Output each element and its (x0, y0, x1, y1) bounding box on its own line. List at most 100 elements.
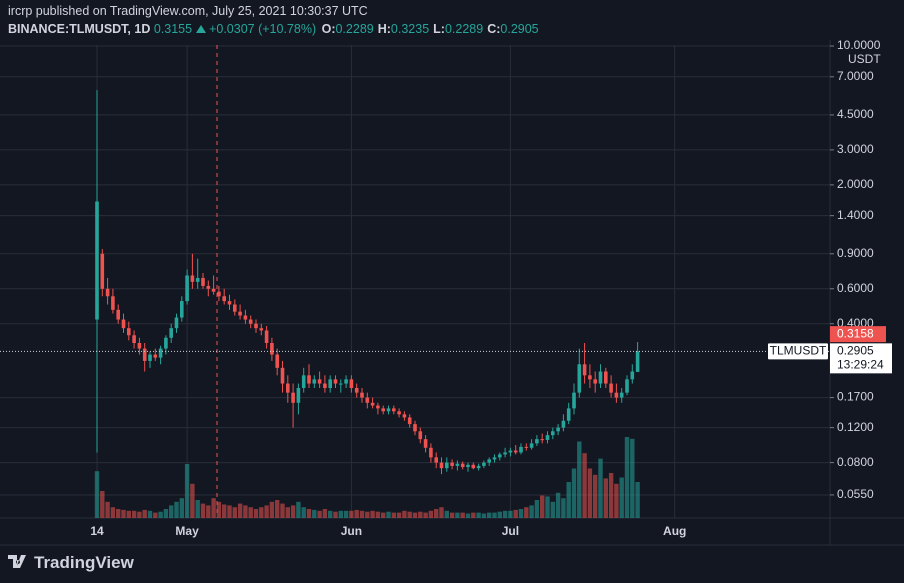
volume-bar (497, 511, 502, 518)
candle-body (233, 304, 237, 312)
volume-bar (322, 509, 328, 518)
candle-body (635, 351, 640, 372)
volume-bar (534, 500, 540, 518)
candle-body (121, 319, 126, 329)
price-tag-label: 0.3158 (837, 326, 874, 340)
candle-body (625, 379, 629, 393)
candle-body (105, 288, 110, 297)
legend-label: L: (433, 22, 445, 36)
candle-body (519, 446, 523, 453)
candle-body (535, 439, 539, 444)
volume-bar (259, 507, 264, 518)
candle-body (111, 296, 115, 310)
volume-bar (349, 510, 354, 518)
volume-bar (375, 511, 381, 518)
volume (94, 437, 640, 518)
candle-body (609, 383, 613, 393)
candle-body (413, 424, 417, 432)
candle-body (445, 462, 449, 469)
volume-bar (566, 482, 571, 518)
volume-bar (524, 507, 529, 518)
brand: TradingView (8, 553, 134, 573)
candle-body (545, 435, 550, 440)
volume-bar (338, 510, 343, 518)
up-arrow (196, 25, 207, 33)
candle-body (593, 379, 597, 384)
volume-bar (237, 503, 243, 518)
volume-bar (100, 491, 105, 518)
candle-body (630, 371, 635, 380)
y-tick-label: 0.0550 (837, 487, 874, 501)
volume-bar (608, 473, 614, 518)
volume-bar (386, 511, 391, 518)
candle-body (439, 462, 444, 469)
candle-body (137, 343, 142, 349)
y-tick-label: 4.5000 (837, 107, 874, 121)
last-price-label: 0.2905 (837, 344, 874, 358)
y-tick-label: 0.9000 (837, 246, 874, 260)
candle-body (116, 309, 120, 320)
volume-bar (280, 503, 285, 518)
candle-body (148, 354, 152, 361)
candle-body (280, 367, 285, 384)
candle-body (264, 330, 269, 344)
volume-bar (248, 507, 253, 518)
candle-body (572, 392, 576, 409)
x-tick-label: Jul (502, 524, 519, 538)
volume-bar (407, 511, 412, 518)
volume-bar (593, 474, 598, 518)
y-tick-label: 0.1700 (837, 390, 874, 404)
volume-bar (169, 505, 174, 518)
candle-body (296, 387, 301, 403)
candle-body (301, 375, 306, 388)
legend-label: H: (377, 22, 391, 36)
candle-body (275, 354, 279, 368)
volume-bar (306, 509, 312, 518)
candle-body (577, 364, 582, 393)
candle-body (270, 343, 274, 355)
candle-body (529, 443, 534, 448)
ohlc-legend: O:0.2289 H:0.3235 L:0.2289 C:0.2905 (320, 22, 539, 36)
candle-body (551, 431, 555, 436)
candle-body (174, 317, 179, 329)
candle-body (248, 319, 253, 324)
legend-value: 0.2289 (335, 22, 374, 36)
volume-bar (285, 507, 290, 518)
candle-body (619, 392, 624, 398)
volume-bar (487, 512, 492, 518)
volume-bar (439, 507, 444, 518)
candle-body (498, 454, 502, 458)
candle-body (95, 201, 99, 320)
volume-bar (396, 512, 402, 518)
candle-body (360, 392, 364, 398)
volume-bar (428, 510, 434, 518)
volume-bar (444, 510, 449, 518)
legend-value: 0.2905 (500, 22, 539, 36)
volume-bar (184, 464, 190, 518)
volume-bar (555, 492, 561, 518)
candle-body (201, 277, 205, 286)
volume-bar (190, 483, 195, 518)
candle-body (217, 291, 221, 297)
candle-body (588, 375, 592, 380)
volume-bar (147, 510, 153, 518)
y-tick-label: 1.4000 (837, 208, 874, 222)
volume-bar (582, 453, 587, 518)
candle-body (471, 464, 476, 469)
volume-bar (275, 500, 280, 518)
volume-bar (264, 505, 269, 518)
volume-bar (513, 509, 518, 518)
volume-bar (476, 512, 481, 518)
volume-bar (232, 507, 237, 518)
volume-bar (370, 510, 375, 518)
volume-bar (153, 512, 158, 518)
volume-bar (253, 509, 259, 518)
candle-body (450, 462, 454, 466)
volume-bar (354, 509, 359, 518)
volume-bar (460, 512, 465, 518)
volume-bar (614, 483, 619, 518)
candle-body (492, 457, 497, 460)
candle-body (100, 253, 105, 289)
